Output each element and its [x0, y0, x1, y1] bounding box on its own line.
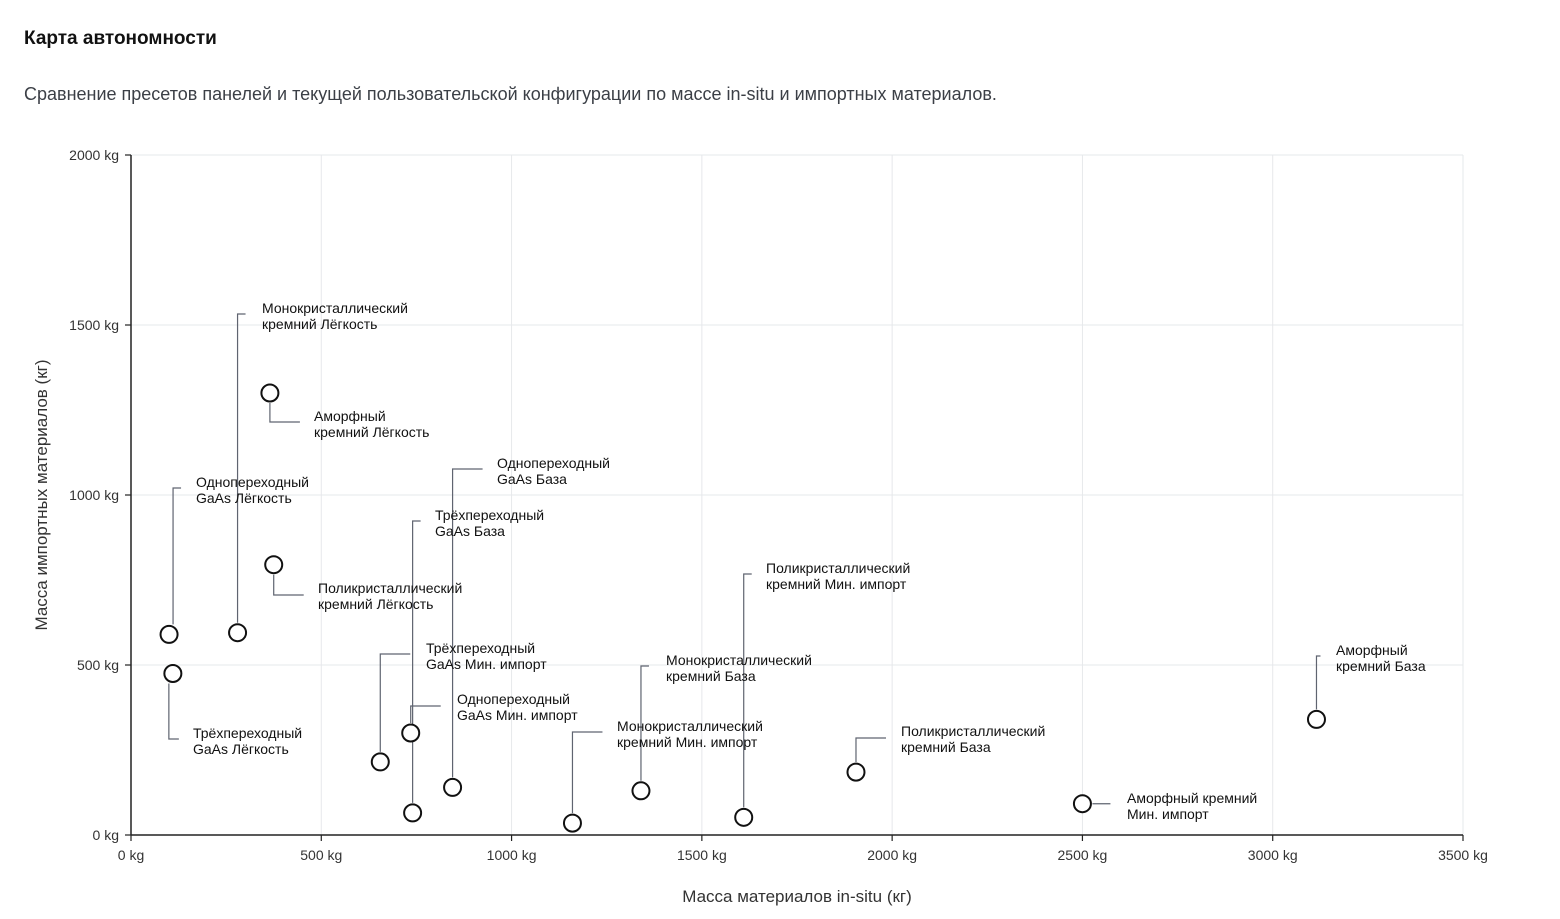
point-label: Трёхпереходный GaAs База	[435, 507, 544, 539]
leader-lines	[168, 313, 1321, 814]
point-label-line: Поликристаллический	[766, 560, 910, 576]
data-point	[264, 555, 284, 575]
point-label-line: Аморфный	[1336, 642, 1408, 658]
point-labels: Монокристаллический кремний ЛёгкостьАморф…	[193, 300, 1426, 822]
x-tick-label: 2000 kg	[867, 847, 917, 863]
y-tick-label: 2000 kg	[69, 147, 119, 163]
y-tick-label: 1000 kg	[69, 487, 119, 503]
point-label: Трёхпереходный GaAs Мин. импорт	[426, 640, 547, 672]
axes: 0 kg 500 kg 1000 kg 1500 kg 2000 kg 2500 kg 30…	[69, 147, 1488, 863]
point-label-line: Монокристаллический	[666, 652, 812, 668]
leader-line	[379, 653, 411, 752]
data-point	[443, 777, 463, 797]
point-label-line: кремний База	[666, 668, 756, 684]
data-point	[163, 664, 183, 683]
point-label-line: GaAs Лёгкость	[193, 741, 289, 757]
point-label-line: Поликристаллический	[901, 723, 1045, 739]
point-label: Однопереходный GaAs База	[497, 455, 610, 487]
point-label-line: кремний База	[901, 739, 991, 755]
point-label-line: кремний База	[1336, 658, 1426, 674]
point-label-line: Монокристаллический	[617, 718, 763, 734]
point-label-line: кремний Мин. импорт	[766, 576, 907, 592]
data-point	[846, 762, 866, 782]
point-label-line: Аморфный кремний	[1127, 790, 1257, 806]
data-point	[1306, 709, 1326, 729]
point-label: Монокристаллический кремний Мин. импорт	[617, 718, 763, 750]
point-label-line: Поликристаллический	[318, 580, 462, 596]
grid	[131, 154, 1464, 835]
point-label: Однопереходный GaAs Мин. импорт	[457, 691, 578, 723]
point-label-line: Мин. импорт	[1127, 806, 1209, 822]
x-tick-label: 3000 kg	[1248, 847, 1298, 863]
point-label: Аморфный кремний Лёгкость	[314, 408, 429, 440]
leader-line	[236, 313, 246, 623]
point-label-line: Монокристаллический	[262, 300, 408, 316]
data-point	[260, 383, 280, 403]
point-label-line: кремний Лёгкость	[262, 316, 377, 332]
data-point	[562, 813, 582, 833]
leader-line	[168, 683, 179, 740]
leader-line	[410, 705, 441, 723]
point-label: Трёхпереходный GaAs Лёгкость	[193, 725, 302, 757]
data-point	[734, 807, 754, 827]
data-points	[159, 383, 1326, 833]
leader-line	[451, 468, 483, 778]
y-axis-title: Масса импортных материалов (кг)	[32, 359, 51, 630]
point-label-line: GaAs База	[435, 523, 505, 539]
data-point	[403, 803, 423, 823]
y-tick-label: 500 kg	[77, 657, 119, 673]
point-label-line: Трёхпереходный	[426, 640, 535, 656]
y-tick-label: 0 kg	[93, 827, 119, 843]
leader-line	[412, 520, 421, 803]
point-label-line: Трёхпереходный	[435, 507, 544, 523]
y-tick-label: 1500 kg	[69, 317, 119, 333]
x-tick-label: 3500 kg	[1438, 847, 1488, 863]
x-tick-label: 0 kg	[118, 847, 144, 863]
x-axis-title: Масса материалов in-situ (кг)	[682, 887, 912, 906]
leader-line	[273, 574, 304, 596]
point-label-line: GaAs База	[497, 471, 567, 487]
leader-line	[743, 573, 752, 808]
point-label-line: Однопереходный	[196, 474, 309, 490]
point-label: Однопереходный GaAs Лёгкость	[196, 474, 309, 506]
point-label-line: Трёхпереходный	[193, 725, 302, 741]
leader-line	[855, 737, 886, 763]
point-label-line: Однопереходный	[497, 455, 610, 471]
data-point	[631, 781, 651, 801]
point-label-line: кремний Лёгкость	[318, 596, 433, 612]
page-title: Карта автономности	[24, 28, 217, 49]
data-point	[228, 623, 248, 643]
data-point	[370, 752, 390, 772]
x-tick-label: 1500 kg	[677, 847, 727, 863]
point-label-line: Аморфный	[314, 408, 386, 424]
point-label: Аморфный кремний Мин. импорт	[1127, 790, 1257, 822]
point-label-line: кремний Лёгкость	[314, 424, 429, 440]
x-tick-label: 2500 kg	[1058, 847, 1108, 863]
point-label: Монокристаллический кремний Лёгкость	[262, 300, 408, 332]
page-subtitle: Сравнение пресетов панелей и текущей пол…	[24, 84, 997, 104]
leader-line	[640, 665, 649, 781]
point-label-line: кремний Мин. импорт	[617, 734, 758, 750]
point-label: Аморфный кремний База	[1336, 642, 1426, 674]
point-label: Монокристаллический кремний База	[666, 652, 812, 684]
x-tick-label: 1000 kg	[487, 847, 537, 863]
leader-line	[571, 731, 603, 814]
point-label-line: GaAs Мин. импорт	[426, 656, 547, 672]
x-tick-label: 500 kg	[300, 847, 342, 863]
point-label: Поликристаллический кремний Лёгкость	[318, 580, 462, 612]
data-point	[1072, 794, 1092, 814]
point-label: Поликристаллический кремний База	[901, 723, 1045, 755]
leader-line	[269, 403, 300, 423]
leader-line	[1315, 655, 1321, 710]
point-label-line: GaAs Лёгкость	[196, 490, 292, 506]
point-label-line: Однопереходный	[457, 691, 570, 707]
data-point	[401, 723, 421, 743]
point-label: Поликристаллический кремний Мин. импорт	[766, 560, 910, 592]
leader-line	[172, 487, 182, 625]
data-point	[159, 624, 179, 644]
point-label-line: GaAs Мин. импорт	[457, 707, 578, 723]
